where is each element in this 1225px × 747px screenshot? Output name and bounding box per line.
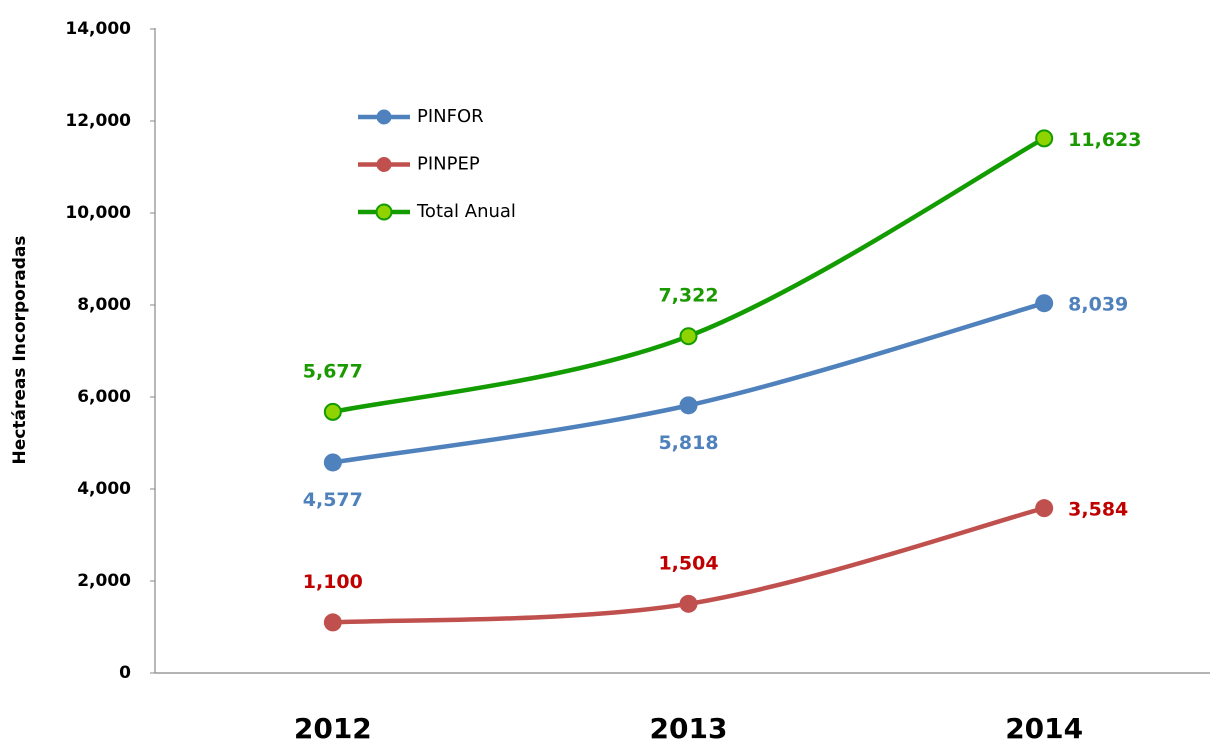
legend-marker [376,109,392,125]
legend-marker [376,157,392,172]
y-tick-label: 0 [119,663,131,683]
y-tick-label: 6,000 [77,387,131,407]
y-tick-label: 14,000 [65,19,131,39]
data-label: 1,100 [303,571,363,593]
legend-label: PINFOR [417,106,484,127]
data-label: 5,677 [303,360,363,382]
data-point [679,396,698,415]
data-point [1035,129,1054,148]
data-point [323,402,342,421]
y-axis-title: Hectáreas Incorporadas [10,236,30,465]
data-label: 4,577 [303,489,363,511]
data-label: 7,322 [658,285,718,307]
data-label: 5,818 [658,432,718,454]
data-label: 11,623 [1068,129,1141,151]
x-tick-label: 2013 [650,712,728,745]
data-label: 3,584 [1068,499,1128,521]
legend-label: PINPEP [417,154,480,175]
x-tick-label: 2012 [294,712,372,745]
y-tick-label: 12,000 [65,111,131,131]
x-tick-label: 2014 [1005,712,1083,745]
y-tick-label: 2,000 [77,571,131,591]
data-label: 1,504 [658,552,718,574]
data-point [1035,294,1054,313]
series-line [332,136,1046,415]
data-label: 8,039 [1068,294,1128,316]
y-tick-label: 8,000 [77,295,131,315]
legend-label: Total Anual [416,201,516,222]
data-point [323,453,342,472]
data-point [679,327,698,346]
legend-marker [375,203,393,221]
y-tick-label: 10,000 [65,203,131,223]
data-point [1035,499,1054,518]
y-tick-label: 4,000 [77,479,131,499]
data-point [323,613,342,632]
data-point [679,594,698,613]
